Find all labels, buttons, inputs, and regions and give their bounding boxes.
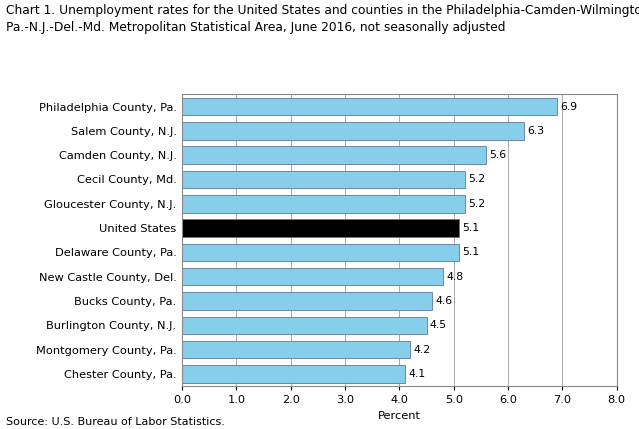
Bar [182,268,443,285]
Bar [182,195,465,212]
Text: Source: U.S. Bureau of Labor Statistics.: Source: U.S. Bureau of Labor Statistics. [6,417,226,427]
Text: 5.1: 5.1 [463,223,479,233]
Bar [182,292,432,310]
Text: 4.8: 4.8 [446,272,463,282]
X-axis label: Percent: Percent [378,411,421,421]
Text: 5.2: 5.2 [468,175,485,184]
Text: 4.2: 4.2 [413,344,431,355]
Bar [182,341,410,358]
Bar [182,219,459,237]
Text: 5.2: 5.2 [468,199,485,209]
Bar [182,146,486,164]
Text: 4.5: 4.5 [430,320,447,330]
Bar [182,122,525,139]
Text: Chart 1. Unemployment rates for the United States and counties in the Philadelph: Chart 1. Unemployment rates for the Unit… [6,4,639,34]
Bar [182,317,427,334]
Text: 4.6: 4.6 [435,296,452,306]
Bar [182,171,465,188]
Text: 6.9: 6.9 [560,102,577,112]
Bar [182,365,405,383]
Text: 5.6: 5.6 [489,150,507,160]
Text: 5.1: 5.1 [463,248,479,257]
Text: 6.3: 6.3 [528,126,544,136]
Text: 4.1: 4.1 [408,369,425,379]
Bar [182,98,557,115]
Bar [182,244,459,261]
